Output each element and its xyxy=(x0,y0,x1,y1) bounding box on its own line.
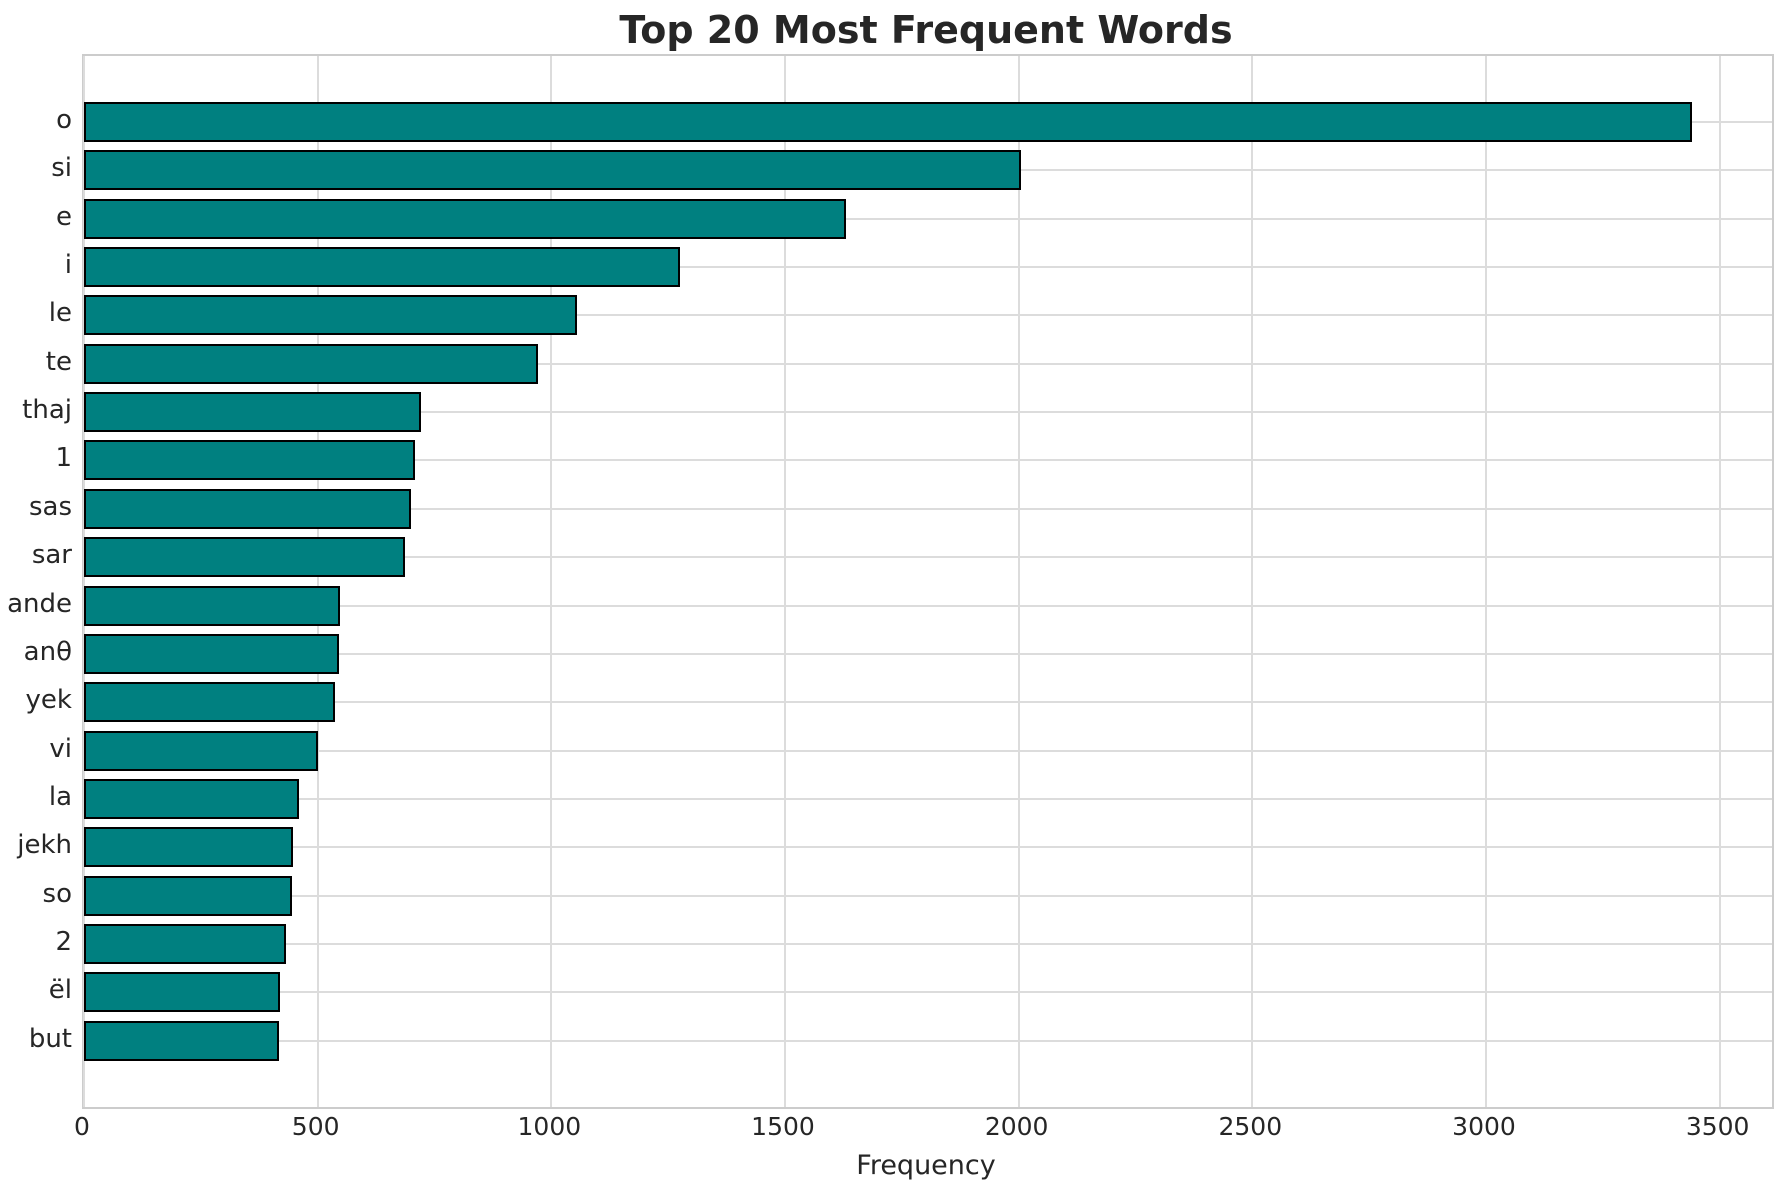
bar-ande xyxy=(84,585,340,626)
bar-1 xyxy=(84,440,415,481)
gridline-vertical xyxy=(83,56,85,1107)
y-tick-label: but xyxy=(28,1023,72,1054)
bar-so xyxy=(84,875,292,916)
bar-sas xyxy=(84,488,412,529)
x-tick-label: 2000 xyxy=(984,1112,1049,1141)
gridline-horizontal xyxy=(84,314,1772,317)
bar-anθ xyxy=(84,633,340,674)
gridline-horizontal xyxy=(84,749,1772,752)
y-tick-label: te xyxy=(45,346,72,377)
bar-si xyxy=(84,150,1021,191)
x-tick-label: 3000 xyxy=(1452,1112,1516,1141)
y-tick-label: sas xyxy=(28,491,72,522)
gridline-horizontal xyxy=(84,797,1772,800)
gridline-horizontal xyxy=(84,894,1772,897)
y-tick-label: vi xyxy=(49,733,72,764)
y-tick-label: thaj xyxy=(22,395,72,426)
y-tick-label: jekh xyxy=(17,830,72,861)
bar-ël xyxy=(84,972,281,1013)
bar-vi xyxy=(84,730,319,771)
gridline-vertical xyxy=(550,56,553,1107)
bar-sar xyxy=(84,537,406,578)
bar-e xyxy=(84,198,846,239)
y-tick-label: ande xyxy=(7,588,72,619)
y-tick-label: i xyxy=(64,250,72,281)
gridline-horizontal xyxy=(84,362,1772,365)
y-tick-label: ël xyxy=(48,975,72,1006)
gridline-horizontal xyxy=(84,217,1772,220)
plot-area xyxy=(82,54,1774,1109)
gridline-horizontal xyxy=(84,846,1772,849)
gridline-horizontal xyxy=(84,1039,1772,1042)
bar-le xyxy=(84,295,578,336)
x-axis-title: Frequency xyxy=(856,1150,996,1181)
gridline-horizontal xyxy=(84,604,1772,607)
gridline-horizontal xyxy=(84,652,1772,655)
gridline-vertical xyxy=(1484,56,1487,1107)
bar-but xyxy=(84,1020,279,1061)
gridline-vertical xyxy=(1718,56,1721,1107)
x-tick-label: 1000 xyxy=(517,1112,582,1141)
y-tick-label: so xyxy=(42,878,72,909)
y-tick-label: le xyxy=(48,298,72,329)
gridline-vertical xyxy=(316,56,319,1107)
gridline-horizontal xyxy=(84,266,1772,269)
gridline-horizontal xyxy=(84,507,1772,510)
gridline-horizontal xyxy=(84,701,1772,704)
y-tick-label: 1 xyxy=(55,443,72,474)
y-tick-label: 2 xyxy=(55,926,72,957)
x-tick-label: 3500 xyxy=(1685,1112,1750,1141)
bar-te xyxy=(84,343,539,384)
y-tick-label: la xyxy=(48,781,72,812)
x-tick-label: 0 xyxy=(74,1112,90,1141)
x-tick-label: 500 xyxy=(291,1112,340,1141)
y-tick-label: o xyxy=(56,105,72,135)
x-tick-label: 1500 xyxy=(751,1112,815,1141)
x-tick-label: 2500 xyxy=(1218,1112,1283,1141)
y-tick-label: si xyxy=(51,153,72,184)
bar-yek xyxy=(84,682,335,723)
gridline-vertical xyxy=(1017,56,1020,1107)
y-tick-label: sar xyxy=(31,540,72,571)
gridline-horizontal xyxy=(84,556,1772,559)
gridline-horizontal xyxy=(84,991,1772,994)
chart-title: Top 20 Most Frequent Words xyxy=(619,8,1233,52)
gridline-horizontal xyxy=(84,411,1772,414)
gridline-horizontal xyxy=(84,942,1772,945)
gridline-vertical xyxy=(783,56,786,1107)
bar-o xyxy=(84,102,1692,142)
bar-jekh xyxy=(84,827,294,868)
bar-la xyxy=(84,778,299,819)
gridline-horizontal xyxy=(84,459,1772,462)
y-tick-label: anθ xyxy=(23,636,72,667)
gridline-vertical xyxy=(1251,56,1254,1107)
bar-2 xyxy=(84,923,286,964)
y-tick-label: e xyxy=(56,201,72,232)
bar-thaj xyxy=(84,392,421,433)
bar-i xyxy=(84,247,680,288)
y-tick-label: yek xyxy=(25,685,72,716)
